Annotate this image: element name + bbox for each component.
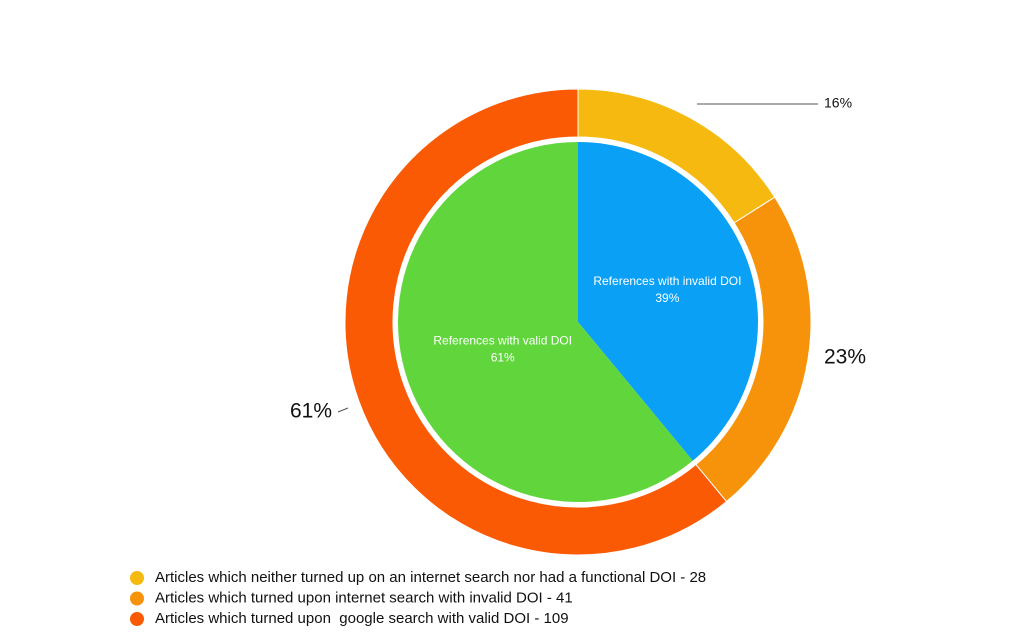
ring-segment [344, 88, 728, 556]
outer-label: 23% [824, 346, 866, 369]
slice-label: 61% [491, 350, 515, 364]
slice-name: References with invalid DOI [593, 274, 741, 288]
slice-name: References with valid DOI [433, 333, 572, 347]
pie-slice [578, 142, 758, 461]
slice-label: 39% [655, 291, 679, 305]
legend-text: Articles which neither turned up on an i… [155, 569, 706, 586]
outer-label: 61% [290, 400, 332, 423]
legend-marker [130, 571, 144, 585]
legend-text: Articles which turned upon google search… [155, 610, 569, 627]
outer-label: 16% [824, 95, 852, 111]
legend-marker [130, 591, 144, 606]
leader-line [337, 407, 349, 413]
legend-marker [130, 612, 144, 626]
pie-slice [398, 142, 693, 502]
legend-text: Articles which turned upon internet sear… [155, 589, 573, 606]
